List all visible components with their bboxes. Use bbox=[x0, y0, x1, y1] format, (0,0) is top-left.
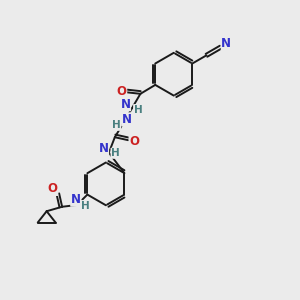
Text: N: N bbox=[122, 113, 132, 126]
Text: N: N bbox=[121, 98, 130, 111]
Text: H: H bbox=[111, 148, 120, 158]
Text: N: N bbox=[98, 142, 109, 155]
Text: H: H bbox=[81, 201, 90, 211]
Text: N: N bbox=[221, 38, 231, 50]
Text: O: O bbox=[117, 85, 127, 98]
Text: N: N bbox=[71, 193, 81, 206]
Text: O: O bbox=[129, 135, 139, 148]
Text: O: O bbox=[48, 182, 58, 195]
Text: H: H bbox=[134, 105, 142, 115]
Text: H: H bbox=[112, 120, 121, 130]
